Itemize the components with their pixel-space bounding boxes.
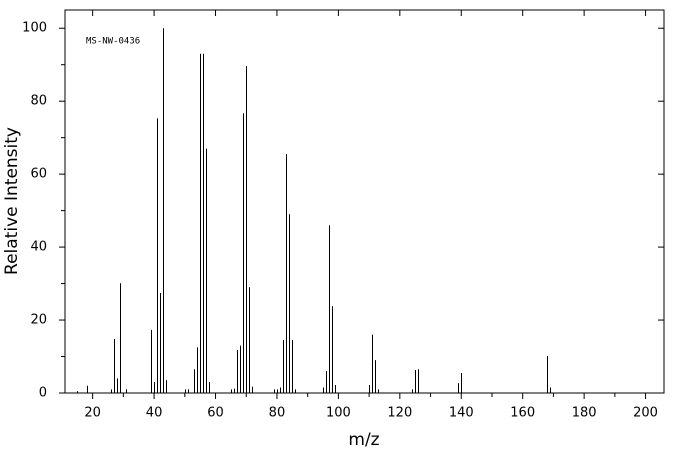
x-axis-label: m/z xyxy=(348,430,379,450)
x-tick-label: 140 xyxy=(449,406,474,421)
y-tick-label: 80 xyxy=(30,94,47,109)
y-tick-label: 60 xyxy=(30,167,47,182)
x-tick-label: 160 xyxy=(510,406,535,421)
plot-frame xyxy=(64,9,665,394)
x-tick-label: 180 xyxy=(572,406,597,421)
x-tick-label: 120 xyxy=(387,406,412,421)
x-tick-label: 40 xyxy=(146,406,163,421)
annotation: MS-NW-0436 xyxy=(86,37,140,47)
y-tick-label: 0 xyxy=(39,386,47,401)
y-tick-label: 20 xyxy=(30,313,47,328)
y-tick-label: 100 xyxy=(22,21,47,36)
x-tick-label: 100 xyxy=(326,406,351,421)
y-tick-label: 40 xyxy=(30,240,47,255)
x-tick-label: 60 xyxy=(207,406,224,421)
y-axis-label: Relative Intensity xyxy=(2,127,22,275)
x-tick-label: 20 xyxy=(84,406,101,421)
x-tick-label: 80 xyxy=(269,406,286,421)
x-tick-label: 200 xyxy=(633,406,658,421)
